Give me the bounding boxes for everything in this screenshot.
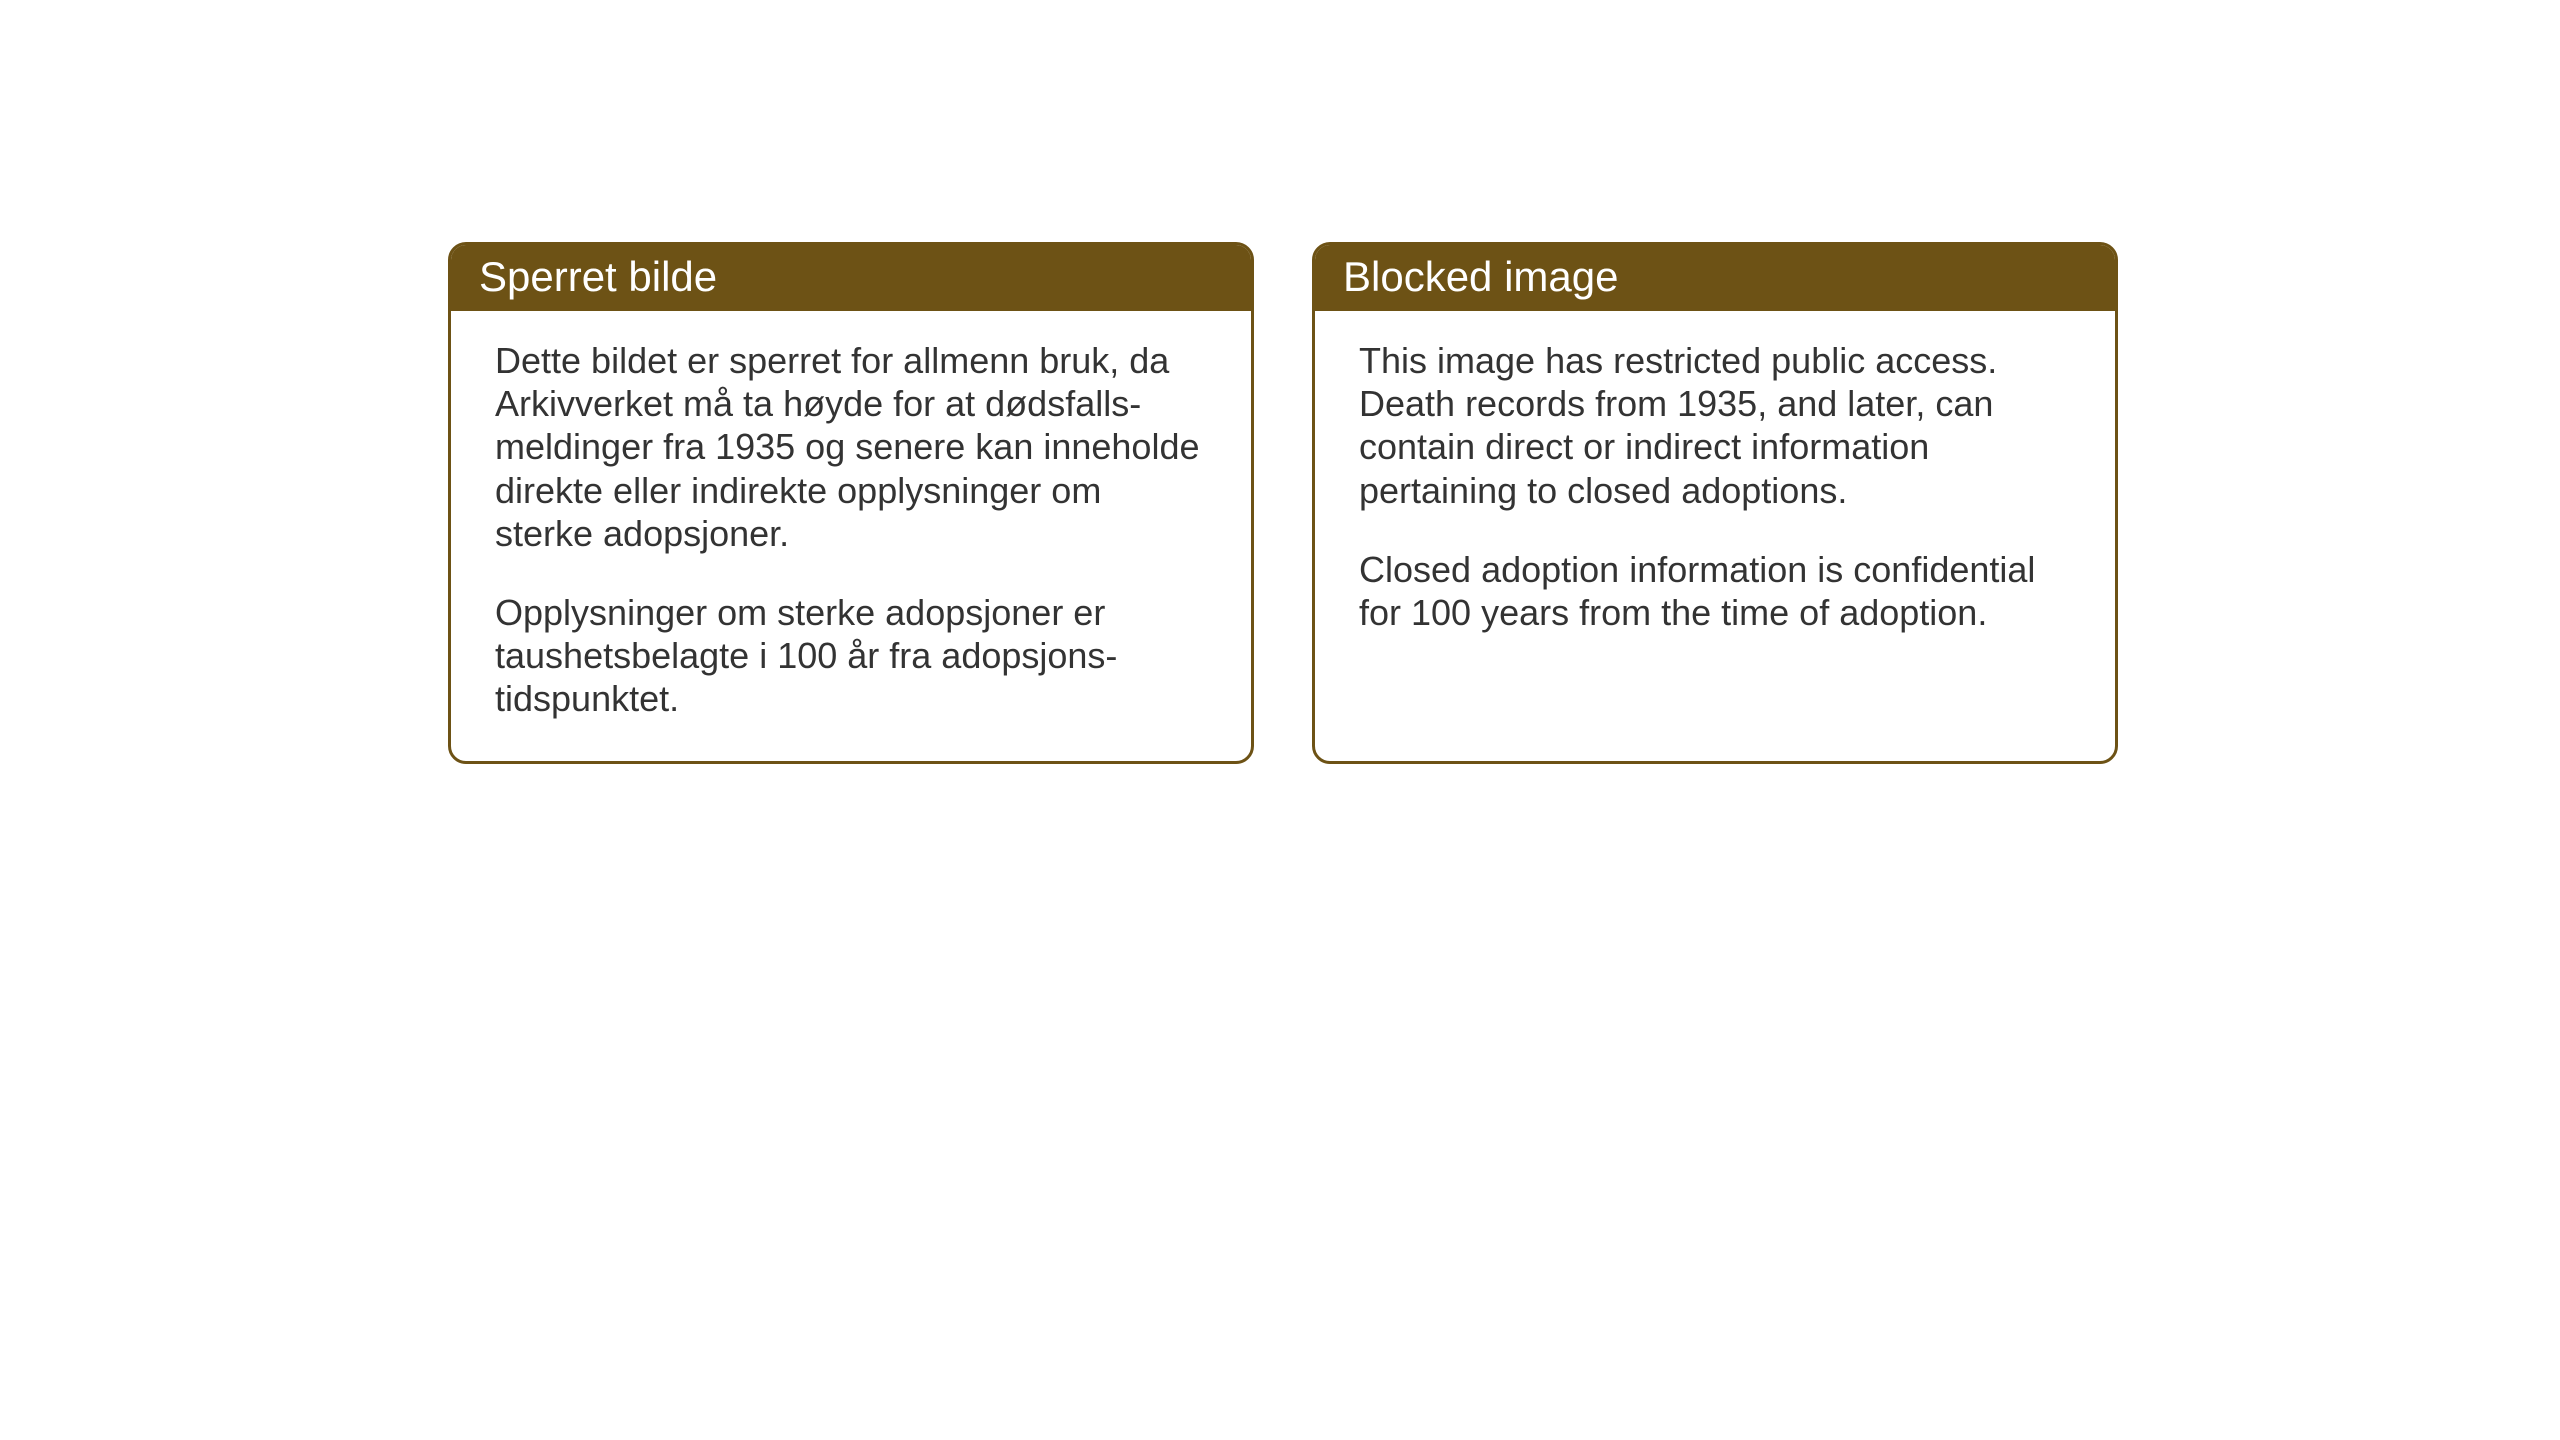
- english-paragraph-2: Closed adoption information is confident…: [1359, 548, 2071, 634]
- norwegian-notice-card: Sperret bilde Dette bildet er sperret fo…: [448, 242, 1254, 764]
- english-paragraph-1: This image has restricted public access.…: [1359, 339, 2071, 512]
- norwegian-paragraph-1: Dette bildet er sperret for allmenn bruk…: [495, 339, 1207, 555]
- english-notice-card: Blocked image This image has restricted …: [1312, 242, 2118, 764]
- norwegian-paragraph-2: Opplysninger om sterke adopsjoner er tau…: [495, 591, 1207, 721]
- english-card-title: Blocked image: [1315, 245, 2115, 311]
- norwegian-card-title: Sperret bilde: [451, 245, 1251, 311]
- notice-container: Sperret bilde Dette bildet er sperret fo…: [448, 242, 2118, 764]
- english-card-body: This image has restricted public access.…: [1315, 311, 2115, 674]
- norwegian-card-body: Dette bildet er sperret for allmenn bruk…: [451, 311, 1251, 761]
